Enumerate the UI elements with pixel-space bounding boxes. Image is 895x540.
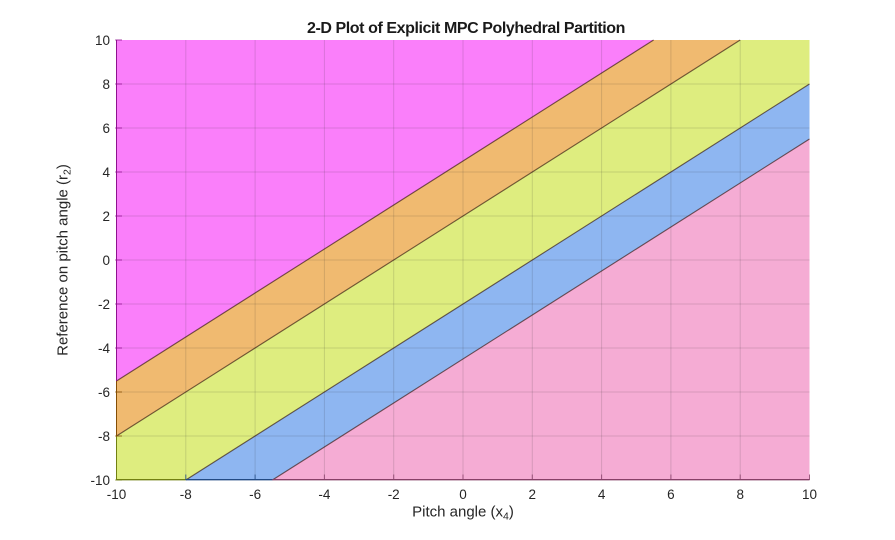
svg-text:Reference on pitch angle (r2): Reference on pitch angle (r2): [55, 164, 74, 356]
svg-text:2: 2: [102, 209, 110, 224]
svg-text:0: 0: [102, 253, 110, 268]
svg-text:-10: -10: [90, 473, 110, 488]
svg-text:-2: -2: [388, 487, 400, 502]
svg-text:8: 8: [102, 77, 110, 92]
svg-text:-6: -6: [249, 487, 261, 502]
svg-text:-10: -10: [107, 487, 127, 502]
svg-text:6: 6: [667, 487, 675, 502]
svg-text:-4: -4: [318, 487, 330, 502]
svg-text:-6: -6: [98, 385, 110, 400]
svg-text:10: 10: [95, 33, 110, 48]
svg-text:-2: -2: [98, 297, 110, 312]
svg-text:-8: -8: [180, 487, 192, 502]
svg-text:2-D Plot of Explicit MPC Polyh: 2-D Plot of Explicit MPC Polyhedral Part…: [307, 20, 625, 37]
svg-text:4: 4: [102, 165, 110, 180]
svg-text:-4: -4: [98, 341, 110, 356]
svg-text:6: 6: [102, 121, 110, 136]
svg-text:0: 0: [459, 487, 467, 502]
svg-text:-8: -8: [98, 429, 110, 444]
svg-text:2: 2: [529, 487, 537, 502]
svg-text:8: 8: [736, 487, 744, 502]
svg-text:Pitch angle (x4): Pitch angle (x4): [412, 504, 514, 523]
svg-text:10: 10: [802, 487, 817, 502]
svg-text:4: 4: [598, 487, 606, 502]
